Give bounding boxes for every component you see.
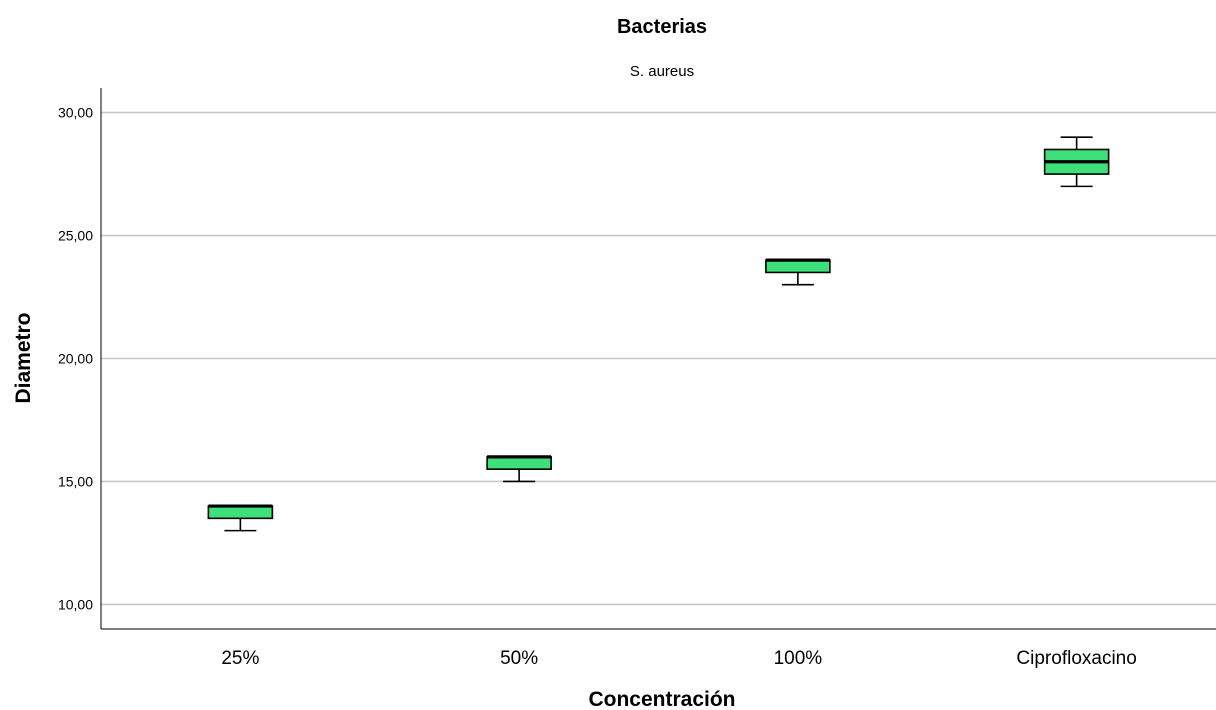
x-tick-label: 100% — [774, 648, 823, 669]
boxes — [207, 136, 1110, 532]
y-tick-label: 20,00 — [58, 351, 93, 367]
y-tick-label: 10,00 — [58, 596, 93, 612]
x-tick-label: 50% — [500, 648, 538, 669]
iqr-box — [765, 259, 831, 274]
y-tick-label: 30,00 — [58, 105, 93, 121]
y-tick-label: 25,00 — [58, 228, 93, 244]
box-3 — [1043, 136, 1110, 188]
box-1 — [486, 455, 552, 483]
x-axis-title: Concentración — [588, 688, 735, 710]
y-axis-title: Diametro — [12, 312, 35, 403]
x-axis-ticks: 25% 50% 100% Ciprofloxacino — [221, 648, 1136, 669]
y-axis-ticks: 10,00 15,00 20,00 25,00 30,00 — [58, 105, 93, 613]
chart-subtitle: S. aureus — [630, 63, 694, 80]
gridlines — [101, 111, 1216, 606]
y-tick-label: 15,00 — [58, 473, 93, 489]
x-tick-label: 25% — [221, 648, 259, 669]
iqr-box — [207, 505, 274, 520]
box-2 — [765, 258, 831, 286]
x-tick-label: Ciprofloxacino — [1016, 648, 1136, 669]
box-0 — [207, 504, 274, 532]
iqr-box — [486, 456, 552, 470]
chart-title: Bacterias — [617, 16, 707, 38]
